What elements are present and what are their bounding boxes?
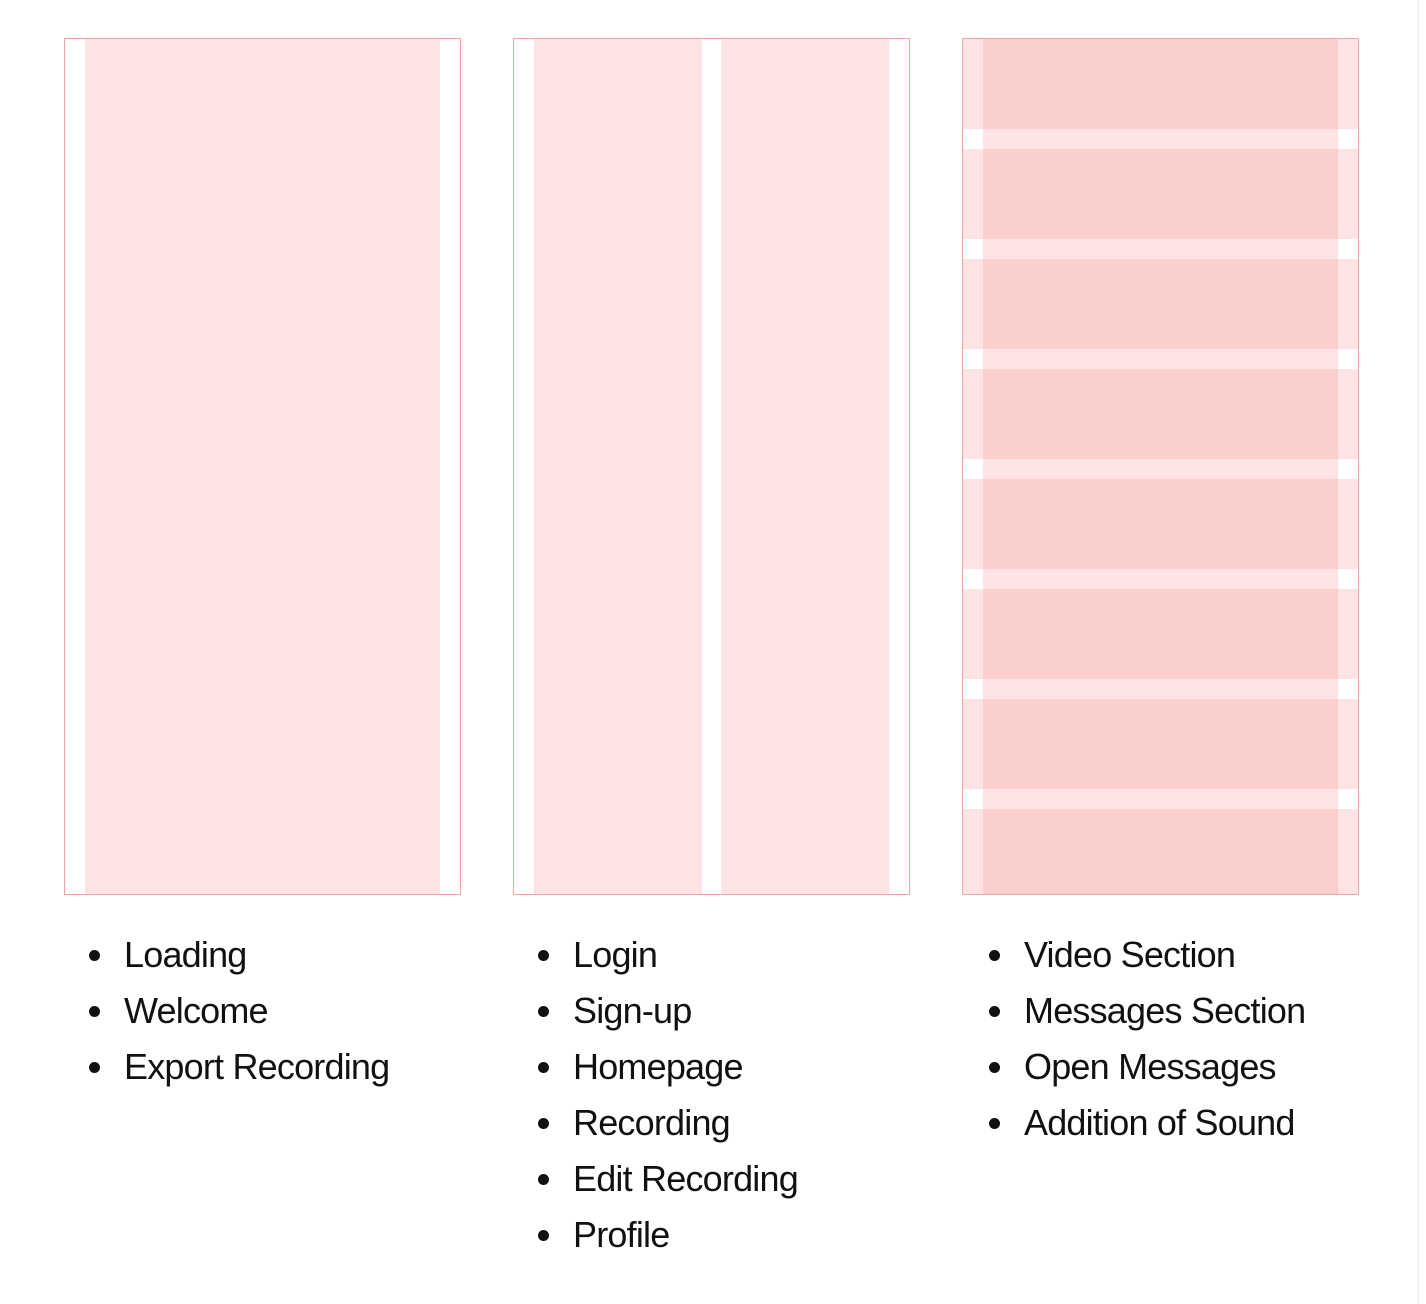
- gutter-intersection: [963, 679, 983, 699]
- gutter-intersection: [1338, 679, 1358, 699]
- list-item-label: Loading: [124, 934, 247, 975]
- grid-column: [721, 39, 889, 894]
- list-item: Messages Section: [986, 983, 1306, 1039]
- grid-row: [983, 369, 1338, 459]
- list-item: Login: [535, 927, 798, 983]
- list-item-label: Welcome: [124, 990, 269, 1031]
- grid-column: [534, 39, 702, 894]
- bullet-icon: [989, 950, 1000, 961]
- bullet-icon: [989, 1118, 1000, 1129]
- bullet-icon: [89, 1062, 100, 1073]
- gutter-intersection: [1338, 569, 1358, 589]
- row-grid-frame: [962, 38, 1359, 895]
- list-item-label: Open Messages: [1024, 1046, 1277, 1087]
- gutter-intersection: [963, 129, 983, 149]
- gutter-intersection: [963, 459, 983, 479]
- list-item-label: Edit Recording: [573, 1158, 799, 1199]
- grid-row: [983, 589, 1338, 679]
- list-item-label: Addition of Sound: [1024, 1102, 1295, 1143]
- gutter-intersection: [1338, 239, 1358, 259]
- list-item-label: Export Recording: [124, 1046, 390, 1087]
- list-item-label: Recording: [573, 1102, 731, 1143]
- bullet-icon: [989, 1062, 1000, 1073]
- gutter-intersection: [963, 569, 983, 589]
- list-item: Open Messages: [986, 1039, 1305, 1095]
- two-column-grid-frame: [513, 38, 910, 895]
- list-item: Export Recording: [86, 1039, 390, 1095]
- list-item-label: Messages Section: [1024, 990, 1306, 1031]
- list-item-label: Sign-up: [573, 990, 692, 1031]
- bullet-icon: [538, 1230, 549, 1241]
- bullet-icon: [538, 1118, 549, 1129]
- bullet-icon: [89, 950, 100, 961]
- grid-row: [983, 699, 1338, 789]
- list-item: Edit Recording: [535, 1151, 799, 1207]
- bullet-icon: [538, 1174, 549, 1185]
- grid-row: [983, 149, 1338, 239]
- single-column-screens-list: Loading Welcome Export Recording: [86, 927, 390, 1095]
- grid-column: [85, 39, 440, 894]
- gutter-intersection: [963, 789, 983, 809]
- list-item: Recording: [535, 1095, 798, 1151]
- gutter-intersection: [963, 239, 983, 259]
- grid-row: [983, 809, 1338, 894]
- list-item: Addition of Sound: [986, 1095, 1305, 1151]
- page-edge-divider: [1418, 0, 1419, 1304]
- bullet-icon: [538, 1062, 549, 1073]
- list-item: Sign-up: [535, 983, 798, 1039]
- gutter-intersection: [1338, 349, 1358, 369]
- list-item: Video Section: [986, 927, 1305, 983]
- list-item-label: Homepage: [573, 1046, 744, 1087]
- grid-row: [983, 39, 1338, 129]
- bullet-icon: [538, 1006, 549, 1017]
- two-column-screens-list: Login Sign-up Homepage Recording Edit Re…: [535, 927, 799, 1263]
- single-column-grid-frame: [64, 38, 461, 895]
- list-item: Welcome: [86, 983, 389, 1039]
- grid-row: [983, 479, 1338, 569]
- list-item: Loading: [86, 927, 389, 983]
- list-item: Profile: [535, 1207, 798, 1263]
- list-item-label: Video Section: [1024, 934, 1236, 975]
- gutter-intersection: [1338, 459, 1358, 479]
- bullet-icon: [538, 950, 549, 961]
- grid-row: [983, 259, 1338, 349]
- list-item-label: Login: [573, 934, 658, 975]
- gutter-intersection: [1338, 789, 1358, 809]
- row-grid-screens-list: Video Section Messages Section Open Mess…: [986, 927, 1306, 1151]
- gutter-intersection: [963, 349, 983, 369]
- list-item: Homepage: [535, 1039, 798, 1095]
- gutter-intersection: [1338, 129, 1358, 149]
- bullet-icon: [989, 1006, 1000, 1017]
- bullet-icon: [89, 1006, 100, 1017]
- list-item-label: Profile: [573, 1214, 670, 1255]
